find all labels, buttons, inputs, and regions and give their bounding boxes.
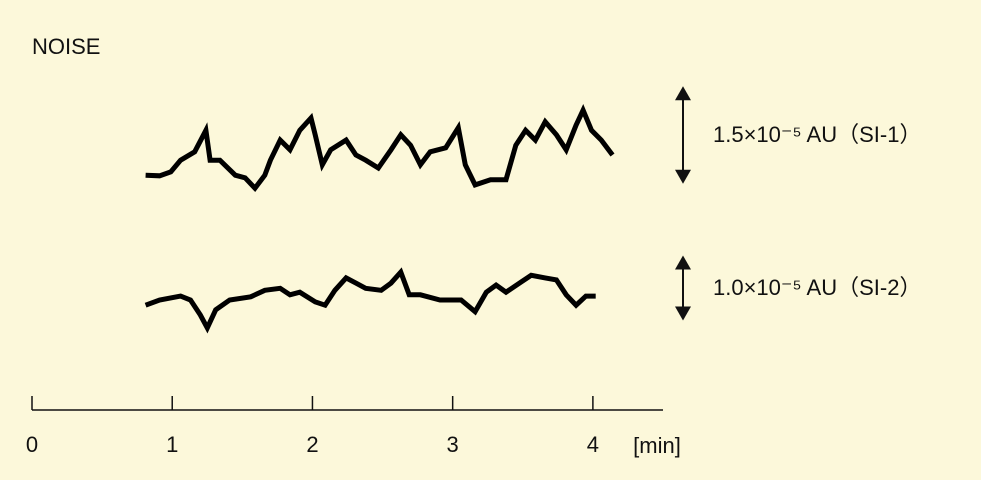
x-tick-label: 1	[166, 432, 178, 457]
arrow-head	[675, 306, 691, 321]
x-tick-label: 2	[306, 432, 318, 457]
arrow-head	[675, 255, 691, 270]
arrow-head	[675, 169, 691, 184]
scale-label: 1.0×10⁻⁵ AU（SI-2）	[713, 275, 921, 300]
noise-trace	[144, 267, 596, 334]
x-tick-label: 0	[26, 432, 38, 457]
arrow-head	[675, 86, 691, 101]
x-axis-label: [min]	[633, 433, 681, 458]
x-tick-label: 3	[447, 432, 459, 457]
x-tick-label: 4	[587, 432, 599, 457]
scale-label: 1.5×10⁻⁵ AU（SI-1）	[713, 122, 921, 147]
chart-title: NOISE	[32, 34, 100, 59]
noise-trace	[145, 104, 615, 193]
